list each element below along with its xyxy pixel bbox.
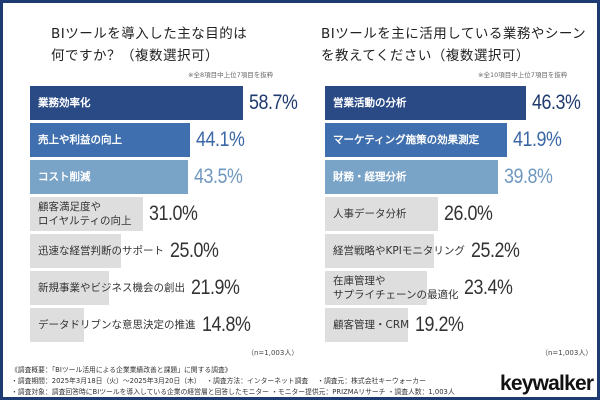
bar-category-label: 新規事業やビジネス機会の創出 xyxy=(38,271,185,305)
category-label-line: 顧客管理・CRM xyxy=(333,319,410,331)
survey-summary: 《調査概要：「BIツール活用による企業業績改善と課題」に関する調査》 ・調査期間… xyxy=(11,365,455,398)
bar-category-label: データドリブンな意思決定の推進 xyxy=(38,308,196,342)
bar-category-label: 人事データ分析 xyxy=(333,197,407,231)
chart-note: ※全8項目中上位7項目を抜粋 xyxy=(188,71,274,79)
chart-title-line: を教えてください（複数選択可） xyxy=(321,48,530,64)
bar-value-label: 19.2% xyxy=(415,313,464,336)
category-label-line: コスト削減 xyxy=(38,171,91,183)
category-label-line: サプライチェーンの最適化 xyxy=(333,289,459,301)
category-label-line: マーケティング施策の効果測定 xyxy=(333,134,480,146)
category-label-line: データドリブンな意思決定の推進 xyxy=(38,319,196,331)
bar-value-label: 39.8% xyxy=(503,165,553,188)
bar xyxy=(30,160,188,194)
bar xyxy=(30,308,84,342)
bar-value-label: 25.0% xyxy=(170,239,219,262)
category-label-line: 新規事業やビジネス機会の創出 xyxy=(38,282,185,294)
survey-summary-line: ・調査期間：2025年3月18日（火）〜2025年3月20日（木） ・調査方法：… xyxy=(11,377,426,385)
bar-category-label: 営業活動の分析 xyxy=(333,86,407,120)
category-label-line: 財務・経理分析 xyxy=(333,171,407,183)
bar xyxy=(30,123,191,157)
bar xyxy=(325,86,526,120)
bar-category-label: 経営戦略やKPIモニタリング xyxy=(333,234,465,268)
chart-title-line: 何ですか？（複数選択可） xyxy=(51,48,219,64)
chart-usage: BIツールを主に活用している業務やシーン を教えてください（複数選択可） ※全1… xyxy=(303,3,600,357)
chart-title: BIツールを導入した主な目的は 何ですか？（複数選択可） xyxy=(51,23,247,67)
category-label-line: ロイヤルティの向上 xyxy=(38,215,132,227)
bar-category-label: 顧客満足度やロイヤルティの向上 xyxy=(38,197,132,231)
bar-value-label: 14.8% xyxy=(202,313,251,336)
bar-category-label: 迅速な経営判断のサポート xyxy=(38,234,164,268)
keywalker-logo: keywalker xyxy=(500,372,594,395)
survey-summary-line: ・調査対象：調査回答時にBIツールを導入している企業の経営層と回答したモニター … xyxy=(11,388,455,396)
bar xyxy=(325,160,498,194)
bar xyxy=(325,308,409,342)
bar xyxy=(325,197,438,231)
bar-value-label: 31.0% xyxy=(148,202,198,225)
bar xyxy=(325,234,435,268)
bar-category-label: コスト削減 xyxy=(38,160,91,194)
sample-size-note: （n=1,003人） xyxy=(541,349,593,357)
bar-category-label: 顧客管理・CRM xyxy=(333,308,409,342)
bar xyxy=(30,86,244,120)
chart-title-line: BIツールを主に活用している業務やシーン xyxy=(321,26,587,42)
bar xyxy=(325,123,507,157)
bar-value-label: 46.3% xyxy=(531,91,581,114)
bar-value-label: 44.1% xyxy=(196,128,245,151)
chart-title: BIツールを主に活用している業務やシーン を教えてください（複数選択可） xyxy=(321,23,586,67)
category-label-line: 売上や利益の向上 xyxy=(38,134,122,146)
category-label-line: 業務効率化 xyxy=(38,97,91,109)
chart-purpose: BIツールを導入した主な目的は 何ですか？（複数選択可） ※全8項目中上位7項目… xyxy=(3,3,303,357)
bar-category-label: 財務・経理分析 xyxy=(333,160,407,194)
bar xyxy=(30,271,110,305)
bar-value-label: 21.9% xyxy=(191,276,240,299)
chart-title-line: BIツールを導入した主な目的は xyxy=(51,26,248,42)
bar-value-label: 58.7% xyxy=(249,91,298,114)
bar-category-label: 売上や利益の向上 xyxy=(38,123,122,157)
bar-category-label: 業務効率化 xyxy=(38,86,91,120)
bar-value-label: 43.5% xyxy=(193,165,243,188)
bar xyxy=(325,271,427,305)
category-label-line: 在庫管理や xyxy=(333,275,386,287)
category-label-line: 経営戦略やKPIモニタリング xyxy=(333,245,465,257)
sample-size-note: （n=1,003人） xyxy=(247,349,299,357)
chart-note: ※全10項目中上位7項目を抜粋 xyxy=(478,71,568,79)
category-label-line: 迅速な経営判断のサポート xyxy=(38,245,164,257)
category-label-line: 人事データ分析 xyxy=(333,208,407,220)
bar-value-label: 41.9% xyxy=(512,128,562,151)
bar-value-label: 25.2% xyxy=(471,239,520,262)
bar-category-label: 在庫管理やサプライチェーンの最適化 xyxy=(333,271,458,305)
category-label-line: 営業活動の分析 xyxy=(333,97,407,109)
bar-value-label: 23.4% xyxy=(464,276,513,299)
bar-category-label: マーケティング施策の効果測定 xyxy=(333,123,479,157)
category-label-line: 顧客満足度や xyxy=(38,201,101,213)
bar-value-label: 26.0% xyxy=(443,202,493,225)
bar xyxy=(30,197,143,231)
bar xyxy=(30,234,121,268)
survey-summary-heading: 《調査概要：「BIツール活用による企業業績改善と課題」に関する調査》 xyxy=(11,366,232,374)
